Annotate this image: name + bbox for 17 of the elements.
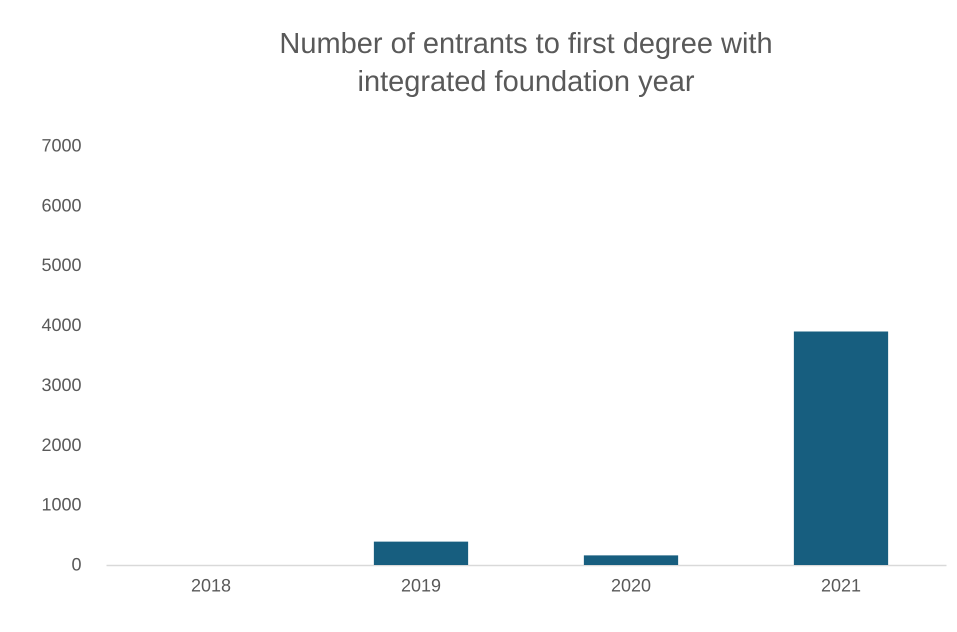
text: integrated foundation year	[358, 66, 694, 98]
y-tick-label: 1000	[41, 494, 82, 515]
bar	[584, 555, 678, 565]
bar	[794, 332, 888, 565]
y-tick-label: 4000	[41, 315, 82, 336]
y-tick-label: 3000	[41, 374, 82, 395]
y-tick-label: 7000	[41, 136, 82, 156]
y-tick-label: 6000	[41, 195, 82, 216]
bar	[374, 542, 468, 565]
x-tick-label: 2020	[610, 576, 652, 596]
x-tick-label: 2021	[820, 576, 862, 596]
x-tick-label: 2019	[400, 576, 442, 596]
y-tick-label: 5000	[41, 255, 82, 276]
y-tick-label: 0	[71, 554, 82, 574]
y-tick-label: 2000	[41, 434, 82, 455]
x-tick-label: 2018	[190, 576, 232, 596]
text: Number of entrants to first degree with	[279, 28, 773, 60]
